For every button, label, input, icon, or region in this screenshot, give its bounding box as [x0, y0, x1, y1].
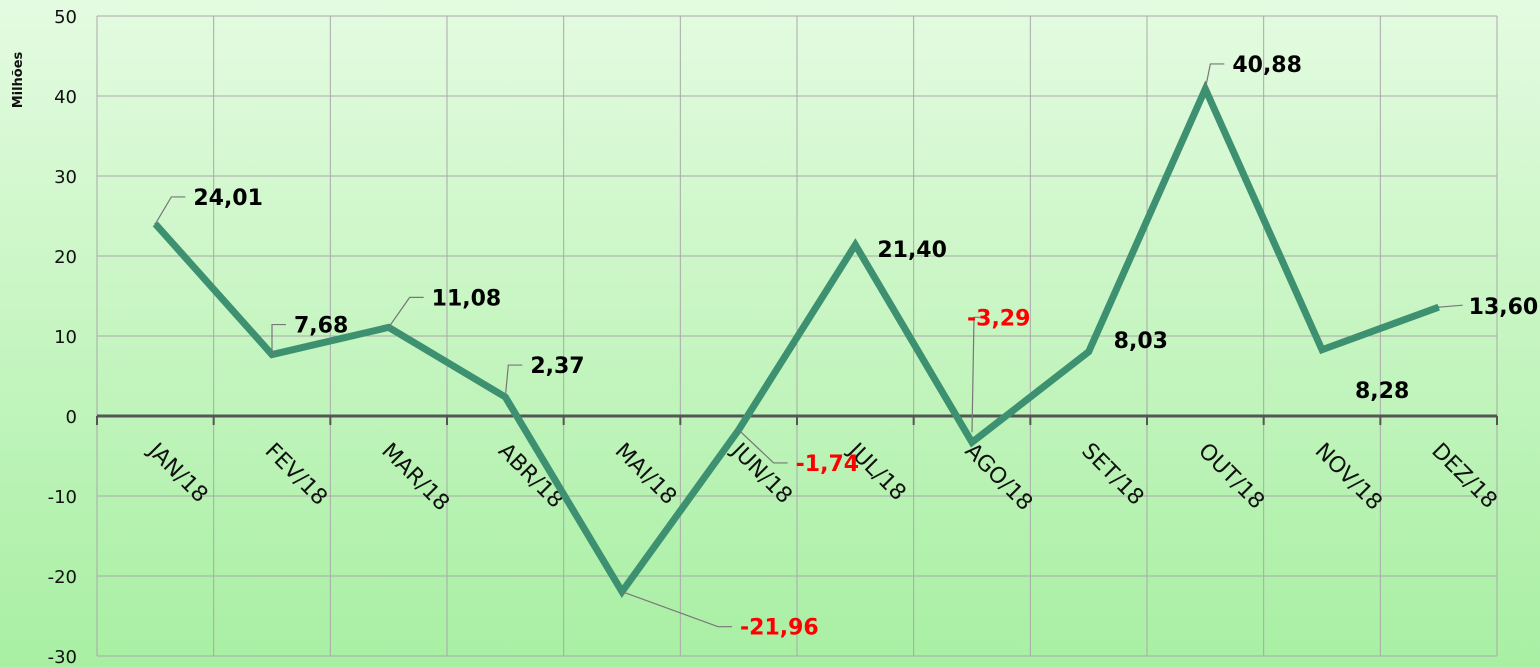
leader-line — [388, 296, 424, 328]
data-point — [1321, 348, 1323, 351]
leader-line — [738, 429, 788, 464]
leader-line — [971, 316, 980, 433]
y-tick-label: 10 — [54, 327, 77, 348]
y-tick-label: -10 — [48, 487, 77, 508]
data-point — [1087, 350, 1090, 353]
y-tick-label: -20 — [48, 567, 77, 588]
data-point — [854, 243, 857, 246]
x-tick-label: OUT/18 — [1193, 439, 1269, 515]
data-label: 24,01 — [193, 186, 263, 211]
y-tick-label: 40 — [54, 87, 77, 108]
x-tick-label: MAR/18 — [376, 439, 454, 517]
x-tick-label: MAI/18 — [610, 439, 681, 510]
x-tick-label: NOV/18 — [1310, 439, 1387, 516]
x-tick-label: JAN/18 — [142, 437, 213, 508]
leader-line — [1204, 63, 1225, 90]
y-tick-label: 20 — [54, 247, 77, 268]
data-label: 2,37 — [530, 354, 584, 379]
data-label: 8,03 — [1114, 329, 1168, 354]
leader-line — [271, 323, 286, 355]
leader-line — [504, 364, 523, 398]
data-point — [971, 441, 973, 444]
x-tick-label: AGO/18 — [960, 439, 1037, 516]
leader-line — [1438, 304, 1463, 308]
data-labels: 24,01 7,68 11,08 2,37 -21,96 -1,74 21,40 -3,29 8… — [154, 53, 1539, 641]
data-label: -3,29 — [967, 306, 1030, 331]
y-axis: Milhões 50 40 30 20 10 0 -10 -20 -30 — [11, 7, 77, 667]
x-tick-label: FEV/18 — [260, 439, 332, 511]
data-label: 7,68 — [294, 314, 348, 339]
y-tick-label: 0 — [66, 407, 77, 428]
data-label: 40,88 — [1232, 53, 1302, 78]
leader-line — [621, 591, 732, 628]
data-label: -21,96 — [740, 616, 819, 641]
y-tick-label: -30 — [48, 647, 77, 667]
x-tick-label: SET/18 — [1076, 439, 1148, 511]
data-label: 21,40 — [877, 238, 947, 263]
leader-line — [154, 196, 186, 225]
x-tick-label: DEZ/18 — [1426, 439, 1501, 514]
data-label: 8,28 — [1355, 379, 1409, 404]
y-tick-label: 30 — [54, 167, 77, 188]
series-line — [152, 80, 1440, 599]
data-label: 11,08 — [432, 286, 502, 311]
y-axis-label: Milhões — [11, 51, 26, 108]
data-label: 13,60 — [1469, 295, 1539, 320]
y-tick-label: 50 — [54, 7, 77, 28]
x-tick-label: JUN/18 — [725, 437, 797, 509]
data-label: -1,74 — [796, 452, 859, 477]
